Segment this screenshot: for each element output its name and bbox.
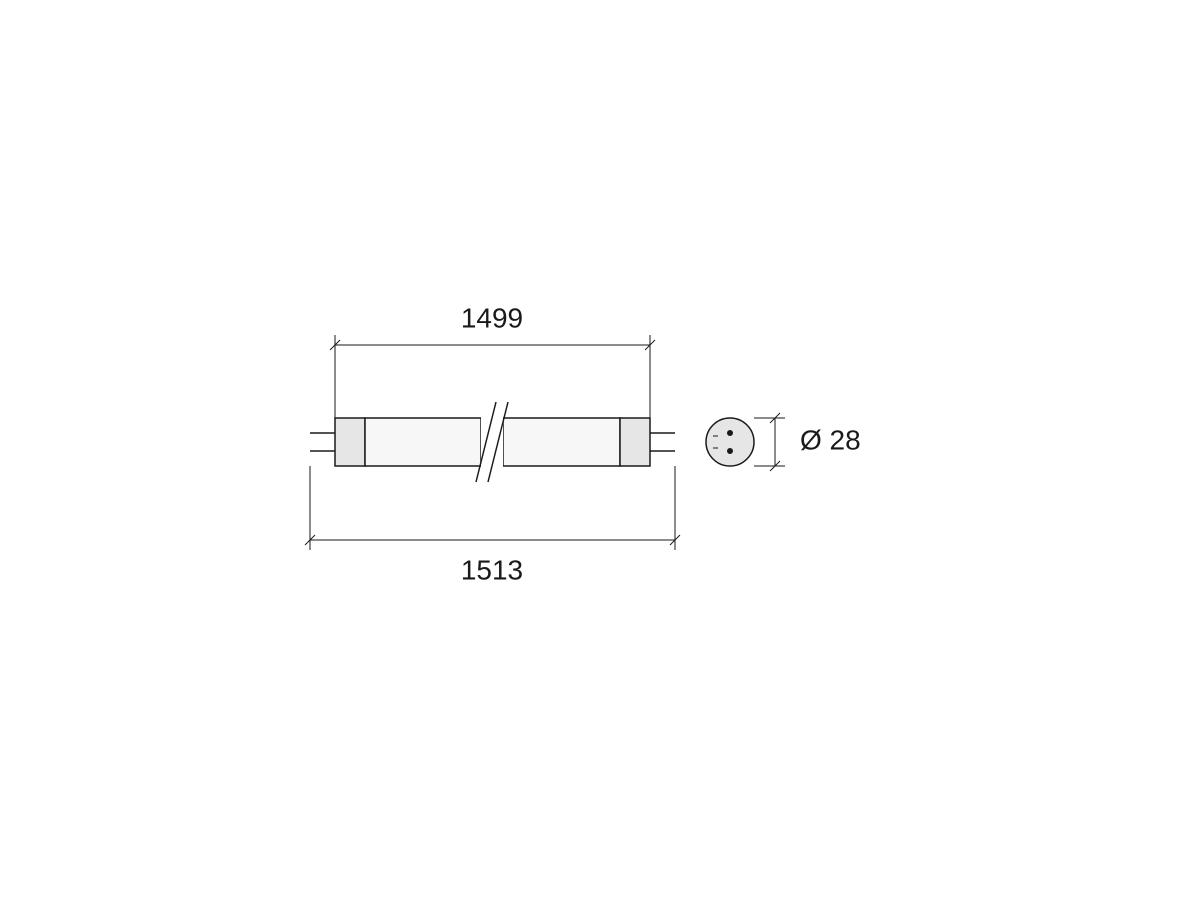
dim-diameter-label: Ø 28 xyxy=(800,424,861,455)
tube-end-view xyxy=(706,418,754,466)
tube-side-view xyxy=(310,400,675,484)
tube-dimension-diagram: 1499 Ø 28 xyxy=(0,0,1200,900)
dim-outer-length-label: 1513 xyxy=(461,554,523,585)
dimension-diameter: Ø 28 xyxy=(754,413,861,471)
dim-inner-length-label: 1499 xyxy=(461,302,523,333)
